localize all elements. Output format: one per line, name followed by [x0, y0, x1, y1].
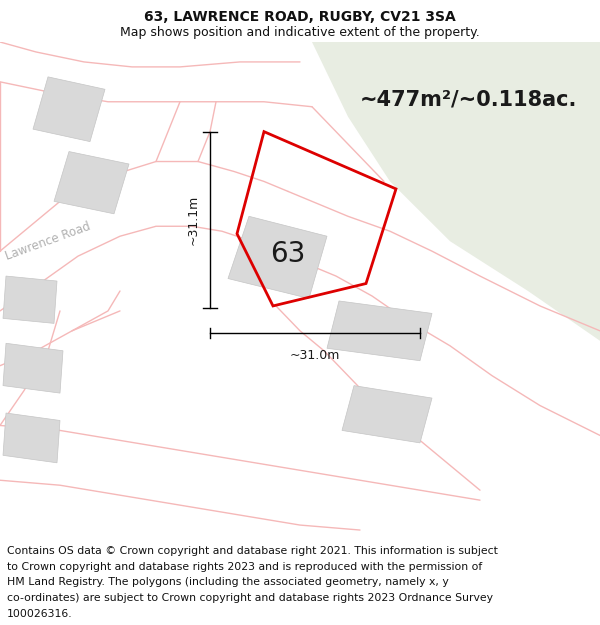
Text: co-ordinates) are subject to Crown copyright and database rights 2023 Ordnance S: co-ordinates) are subject to Crown copyr… — [7, 593, 493, 603]
Polygon shape — [3, 413, 60, 462]
Text: 63: 63 — [271, 239, 305, 268]
Text: ~31.1m: ~31.1m — [187, 195, 200, 245]
Polygon shape — [33, 77, 105, 142]
Text: ~31.0m: ~31.0m — [290, 349, 340, 362]
Polygon shape — [228, 216, 327, 299]
Text: Map shows position and indicative extent of the property.: Map shows position and indicative extent… — [120, 26, 480, 39]
Polygon shape — [312, 42, 600, 341]
Text: Lawrence Road: Lawrence Road — [4, 220, 92, 262]
Polygon shape — [3, 276, 57, 323]
Text: ~477m²/~0.118ac.: ~477m²/~0.118ac. — [360, 89, 577, 109]
Polygon shape — [3, 343, 63, 393]
Text: 100026316.: 100026316. — [7, 609, 73, 619]
Text: HM Land Registry. The polygons (including the associated geometry, namely x, y: HM Land Registry. The polygons (includin… — [7, 578, 449, 587]
Polygon shape — [327, 301, 432, 361]
Text: Contains OS data © Crown copyright and database right 2021. This information is : Contains OS data © Crown copyright and d… — [7, 546, 498, 556]
Text: to Crown copyright and database rights 2023 and is reproduced with the permissio: to Crown copyright and database rights 2… — [7, 562, 482, 572]
Polygon shape — [342, 386, 432, 443]
Text: 63, LAWRENCE ROAD, RUGBY, CV21 3SA: 63, LAWRENCE ROAD, RUGBY, CV21 3SA — [144, 10, 456, 24]
Polygon shape — [54, 151, 129, 214]
